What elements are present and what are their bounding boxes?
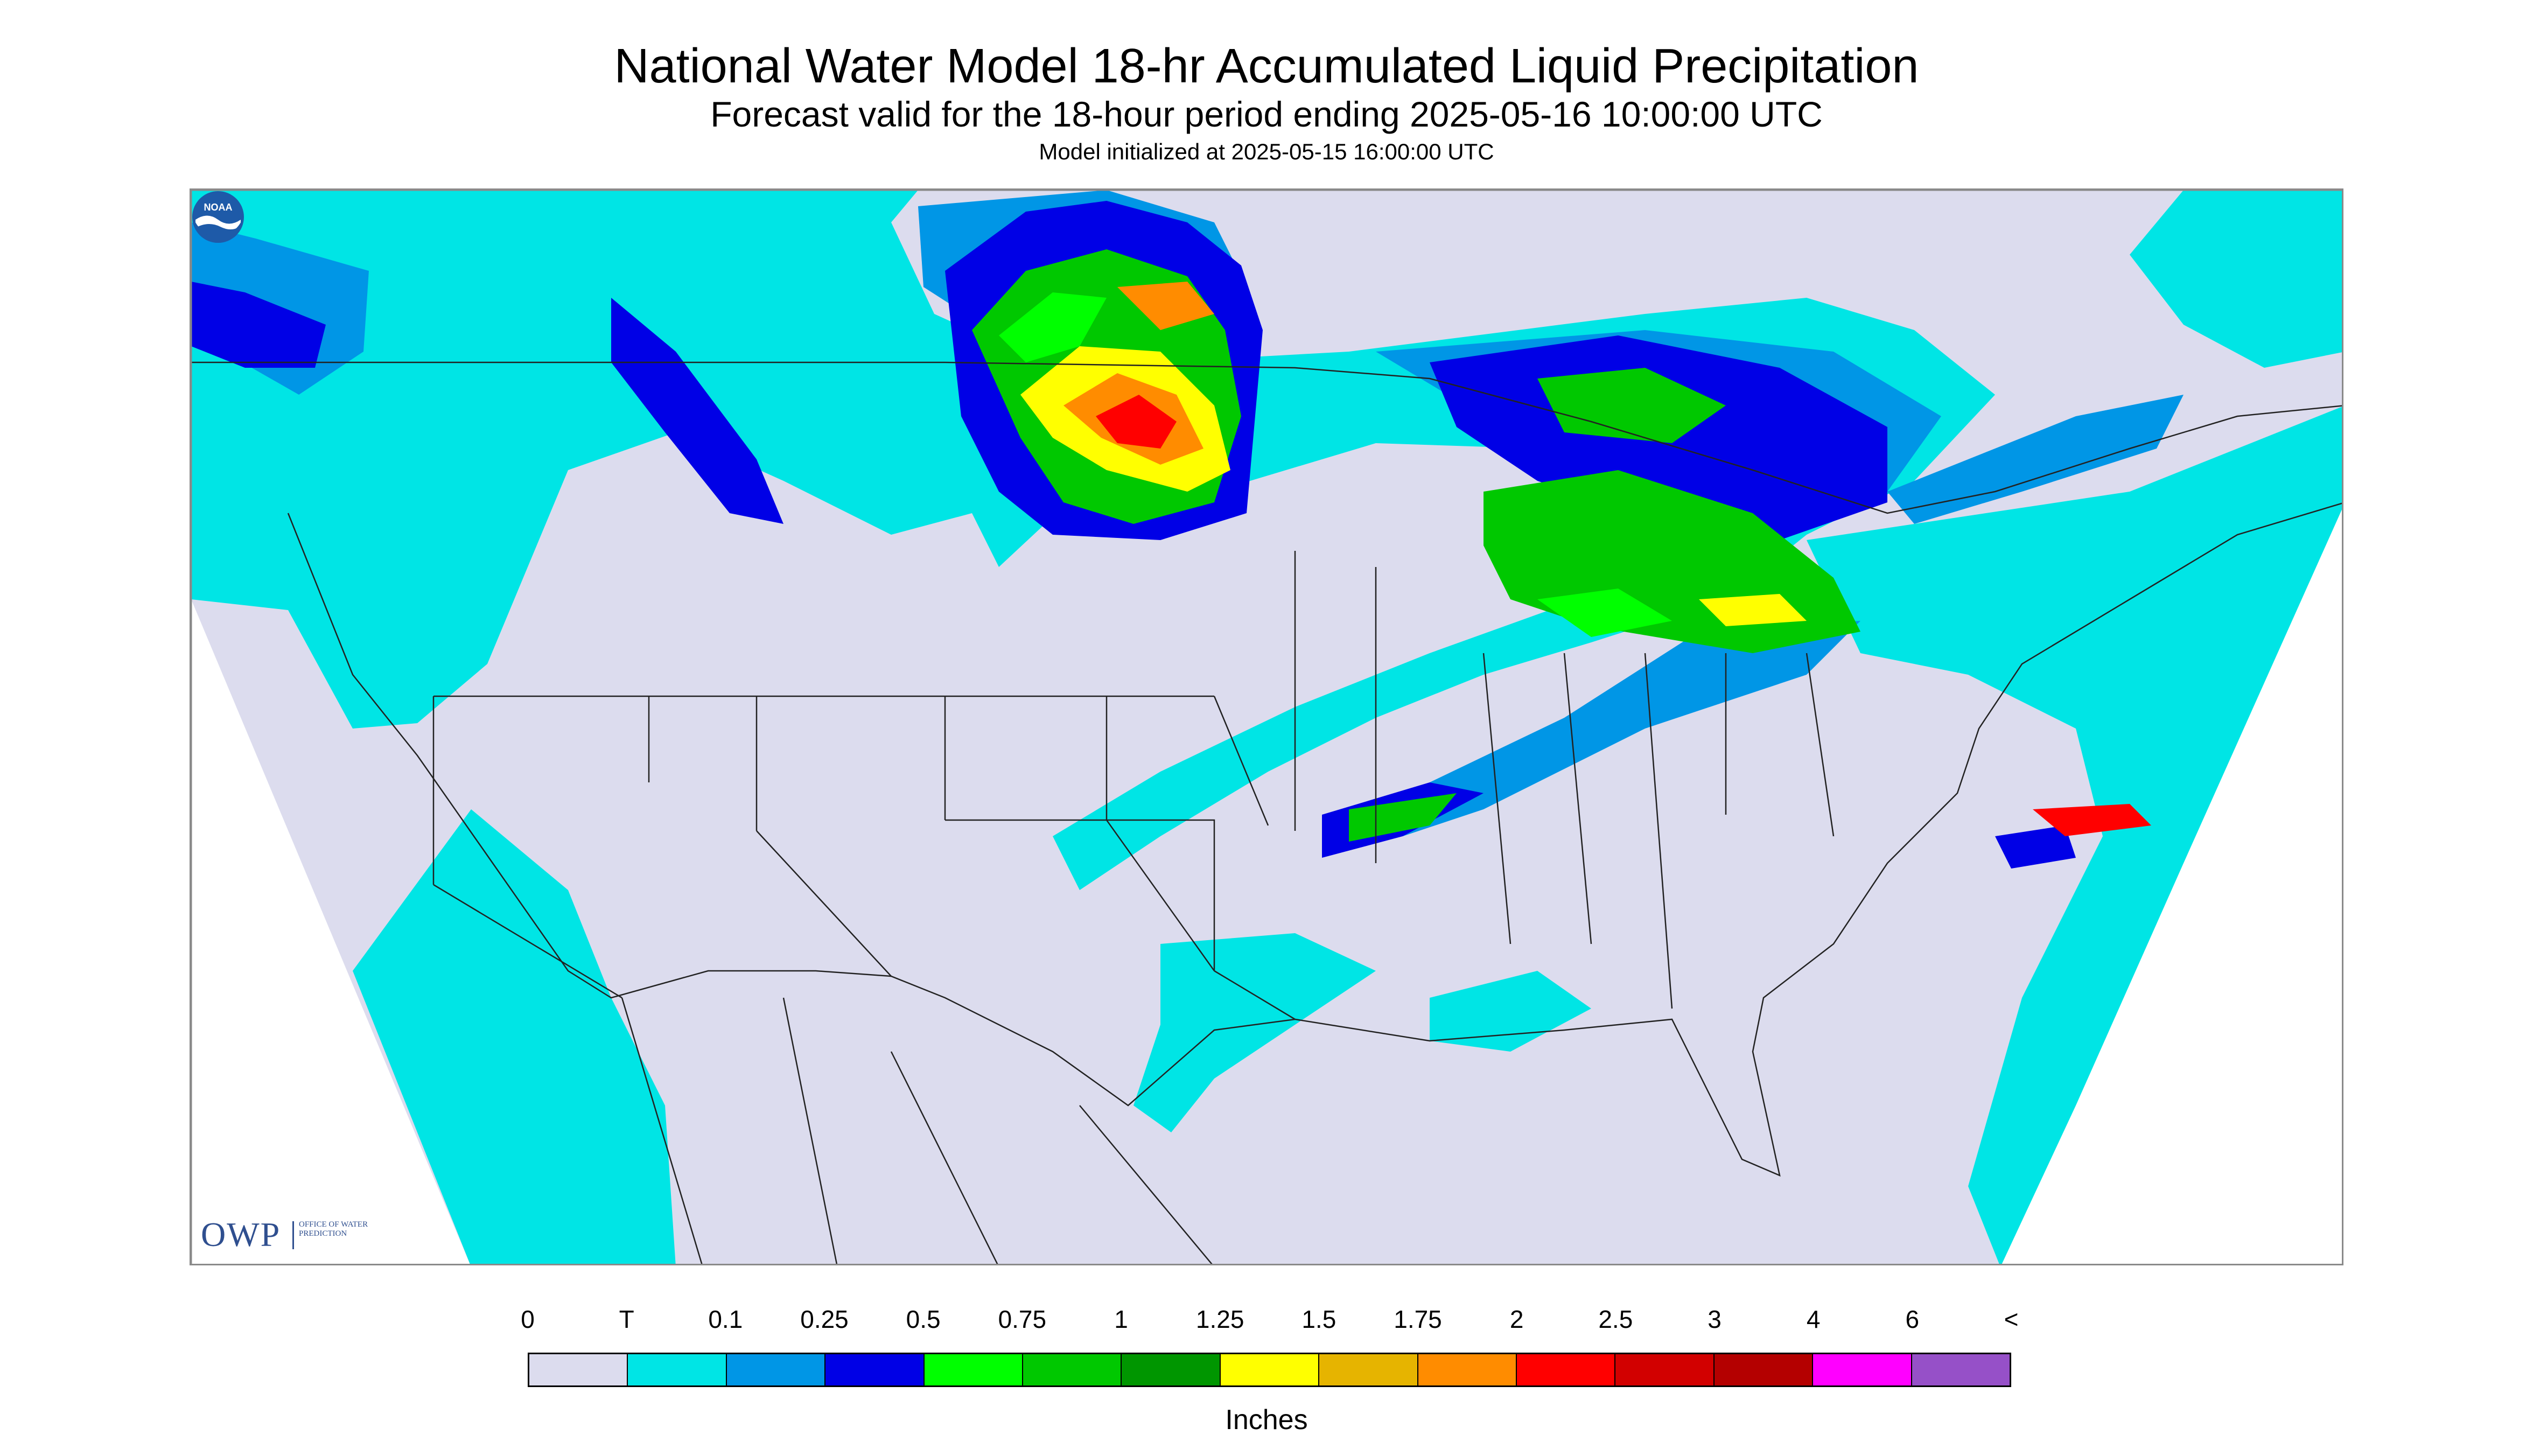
owp-logo: OWP Office of Water Prediction [201,1216,379,1254]
noaa-logo: NOAA [192,191,244,243]
legend-swatch [1220,1354,1320,1385]
legend-tick: 3 [1708,1305,1722,1333]
legend-swatch [1023,1354,1122,1385]
legend-swatch [825,1354,925,1385]
legend-tick: 1.5 [1302,1305,1337,1333]
us-coastline [287,502,2342,1177]
precipitation-map: OWP Office of Water Prediction NOAA [190,188,2343,1265]
boundary-lines [191,361,2342,1264]
legend-swatch [726,1354,826,1385]
map-title: National Water Model 18-hr Accumulated L… [614,39,1919,93]
legend-tick: 1.75 [1394,1305,1442,1333]
legend-swatch [1122,1354,1221,1385]
legend-swatch [1615,1354,1715,1385]
bright-green-precip-areas [999,292,1672,637]
legend-tick: 4 [1806,1305,1821,1333]
legend-tick: 1.25 [1195,1305,1244,1333]
legend-tick: 2 [1509,1305,1524,1333]
color-legend: 0 T 0.1 0.25 0.5 0.75 1 1.25 1.5 1.75 2 2.5 3 4 6 < [521,1303,2018,1395]
legend-tick: 0.25 [800,1305,849,1333]
legend-swatch [1813,1354,1912,1385]
state-borders [432,551,1835,1009]
legend-swatch [1912,1354,2010,1385]
heavy-precip-core [1020,282,2151,836]
southwest-borders [433,820,1296,1020]
map-subtitle: Forecast valid for the 18-hour period en… [710,94,1823,134]
mexico-borders [621,997,1213,1264]
model-init-line: Model initialized at 2025-05-15 16:00:00… [1039,139,1494,164]
legend-swatch [1319,1354,1418,1385]
legend-tick: 1 [1114,1305,1128,1333]
noaa-logo-text: NOAA [204,202,233,213]
legend-tick: 6 [1905,1305,1920,1333]
legend-swatch [1418,1354,1517,1385]
legend-tick: 0.75 [998,1305,1047,1333]
legend-swatch [1517,1354,1616,1385]
legend-units: Inches [1225,1404,1308,1436]
legend-swatch [1714,1354,1814,1385]
legend-color-bar [528,1353,2011,1387]
legend-swatch [924,1354,1024,1385]
legend-swatch [628,1354,727,1385]
legend-tick: 0.5 [906,1305,941,1333]
legend-tick: 2.5 [1598,1305,1633,1333]
legend-tick: 0 [521,1305,535,1333]
legend-tick-labels: 0 T 0.1 0.25 0.5 0.75 1 1.25 1.5 1.75 2 2.5 3 4 6 < [521,1303,2018,1341]
owp-logo-mark: OWP [201,1215,281,1254]
owp-logo-text: Office of Water Prediction [299,1220,368,1238]
legend-tick: < [2004,1305,2019,1333]
legend-tick: 0.1 [708,1305,743,1333]
us-canada-border [191,361,2342,514]
legend-tick: T [619,1305,634,1333]
owp-logo-divider [292,1221,294,1249]
legend-swatch [529,1354,628,1385]
map-canvas [191,190,2342,1264]
